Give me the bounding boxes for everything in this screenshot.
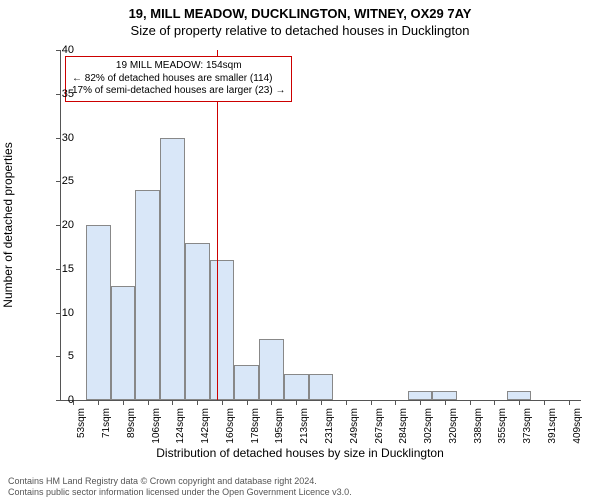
- xtick-label: 302sqm: [423, 408, 434, 444]
- chart-subtitle: Size of property relative to detached ho…: [0, 21, 600, 38]
- ytick-label: 10: [62, 307, 74, 319]
- ytick-label: 35: [62, 88, 74, 100]
- ytick-label: 40: [62, 44, 74, 56]
- footnote-line2: Contains public sector information licen…: [8, 487, 592, 498]
- xtick-mark: [271, 400, 272, 405]
- xtick-mark: [247, 400, 248, 405]
- xtick-mark: [172, 400, 173, 405]
- plot-area: 19 MILL MEADOW: 154sqm← 82% of detached …: [60, 50, 581, 401]
- bar: [309, 374, 334, 400]
- xtick-mark: [98, 400, 99, 405]
- y-axis-label: Number of detached properties: [1, 142, 15, 307]
- xtick-mark: [519, 400, 520, 405]
- bar: [259, 339, 284, 400]
- xtick-label: 267sqm: [374, 408, 385, 444]
- bar: [432, 391, 457, 400]
- xtick-mark: [222, 400, 223, 405]
- ytick-mark: [56, 269, 61, 270]
- xtick-label: 124sqm: [175, 408, 186, 444]
- footnote-line1: Contains HM Land Registry data © Crown c…: [8, 476, 592, 487]
- ytick-mark: [56, 181, 61, 182]
- bar: [210, 260, 235, 400]
- xtick-label: 53sqm: [76, 408, 87, 438]
- xtick-mark: [544, 400, 545, 405]
- bar: [234, 365, 259, 400]
- annotation-line: 17% of semi-detached houses are larger (…: [72, 85, 285, 98]
- ytick-label: 15: [62, 263, 74, 275]
- xtick-mark: [371, 400, 372, 405]
- marker-line: [217, 50, 218, 400]
- bar: [111, 286, 136, 400]
- xtick-label: 142sqm: [200, 408, 211, 444]
- xtick-mark: [123, 400, 124, 405]
- xtick-label: 355sqm: [497, 408, 508, 444]
- ytick-label: 20: [62, 219, 74, 231]
- bar: [408, 391, 433, 400]
- ytick-label: 0: [68, 394, 74, 406]
- xtick-mark: [346, 400, 347, 405]
- ytick-label: 30: [62, 132, 74, 144]
- ytick-label: 5: [68, 350, 74, 362]
- ytick-mark: [56, 400, 61, 401]
- annotation-line: ← 82% of detached houses are smaller (11…: [72, 73, 285, 86]
- xtick-label: 284sqm: [398, 408, 409, 444]
- xtick-label: 231sqm: [324, 408, 335, 444]
- ytick-mark: [56, 94, 61, 95]
- xtick-label: 391sqm: [547, 408, 558, 444]
- ytick-mark: [56, 313, 61, 314]
- ytick-mark: [56, 50, 61, 51]
- xtick-label: 409sqm: [572, 408, 583, 444]
- xtick-label: 320sqm: [448, 408, 459, 444]
- annotation-box: 19 MILL MEADOW: 154sqm← 82% of detached …: [65, 56, 292, 102]
- xtick-mark: [296, 400, 297, 405]
- bar: [284, 374, 309, 400]
- xtick-mark: [569, 400, 570, 405]
- xtick-mark: [197, 400, 198, 405]
- xtick-label: 249sqm: [349, 408, 360, 444]
- xtick-label: 106sqm: [151, 408, 162, 444]
- bar: [86, 225, 111, 400]
- xtick-label: 195sqm: [274, 408, 285, 444]
- ytick-mark: [56, 356, 61, 357]
- xtick-label: 160sqm: [225, 408, 236, 444]
- xtick-mark: [395, 400, 396, 405]
- xtick-mark: [148, 400, 149, 405]
- bar: [185, 243, 210, 401]
- xtick-mark: [494, 400, 495, 405]
- xtick-label: 373sqm: [522, 408, 533, 444]
- xtick-label: 89sqm: [126, 408, 137, 438]
- bar: [160, 138, 185, 401]
- xtick-label: 213sqm: [299, 408, 310, 444]
- annotation-line: 19 MILL MEADOW: 154sqm: [72, 60, 285, 73]
- footnote: Contains HM Land Registry data © Crown c…: [8, 476, 592, 498]
- xtick-label: 338sqm: [473, 408, 484, 444]
- bar: [507, 391, 532, 400]
- chart-container: 19, MILL MEADOW, DUCKLINGTON, WITNEY, OX…: [0, 0, 600, 500]
- xtick-mark: [445, 400, 446, 405]
- xtick-label: 71sqm: [101, 408, 112, 438]
- ytick-label: 25: [62, 175, 74, 187]
- xtick-mark: [470, 400, 471, 405]
- chart-title: 19, MILL MEADOW, DUCKLINGTON, WITNEY, OX…: [0, 0, 600, 21]
- bar: [135, 190, 160, 400]
- ytick-mark: [56, 225, 61, 226]
- xtick-mark: [420, 400, 421, 405]
- xtick-label: 178sqm: [250, 408, 261, 444]
- ytick-mark: [56, 138, 61, 139]
- xtick-mark: [321, 400, 322, 405]
- x-axis-label: Distribution of detached houses by size …: [0, 446, 600, 460]
